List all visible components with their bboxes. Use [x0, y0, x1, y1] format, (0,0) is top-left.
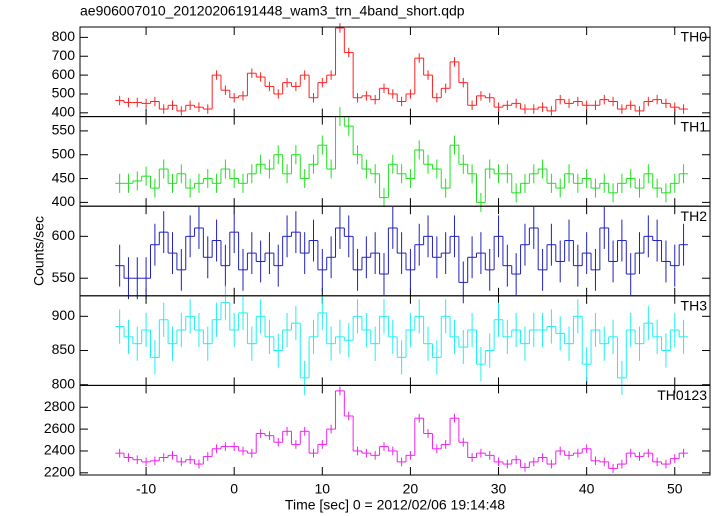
y-tick-label: 600: [52, 227, 76, 243]
series-label: TH0123: [657, 387, 707, 403]
chart-title: ae906007010_20120206191448_wam3_trn_4ban…: [80, 3, 465, 19]
x-tick-label: 30: [491, 481, 507, 497]
x-axis-label: Time [sec] 0 = 2012/02/06 19:14:48: [285, 497, 505, 513]
y-tick-label: 800: [52, 375, 76, 391]
x-tick-label: 40: [579, 481, 595, 497]
y-tick-label: 2400: [44, 442, 75, 458]
series-label: TH0: [681, 29, 708, 45]
x-tick-label: 10: [315, 481, 331, 497]
y-tick-label: 700: [52, 47, 76, 63]
panel-frame: [79, 295, 711, 386]
y-tick-label: 2200: [44, 464, 75, 480]
y-tick-label: 600: [52, 66, 76, 82]
x-tick-label: 0: [230, 481, 238, 497]
panel-frame: [79, 26, 711, 118]
y-tick-label: 450: [52, 169, 76, 185]
panel-frame: [79, 384, 711, 476]
y-axis-label: Counts/sec: [31, 216, 47, 286]
y-tick-label: 900: [52, 307, 76, 323]
series-label: TH2: [681, 208, 708, 224]
y-tick-label: 500: [52, 85, 76, 101]
y-tick-label: 550: [52, 269, 76, 285]
y-tick-label: 800: [52, 28, 76, 44]
x-tick-label: -10: [136, 481, 156, 497]
y-tick-label: 2600: [44, 420, 75, 436]
y-tick-label: 400: [52, 193, 76, 209]
x-tick-label: 50: [667, 481, 683, 497]
x-tick-label: 20: [403, 481, 419, 497]
y-tick-label: 2800: [44, 398, 75, 414]
y-tick-label: 550: [52, 122, 76, 138]
series-label: TH1: [681, 118, 708, 134]
y-tick-label: 500: [52, 145, 76, 161]
y-tick-label: 400: [52, 104, 76, 120]
panel-frame: [79, 205, 711, 297]
y-tick-label: 850: [52, 341, 76, 357]
series-label: TH3: [681, 298, 708, 314]
